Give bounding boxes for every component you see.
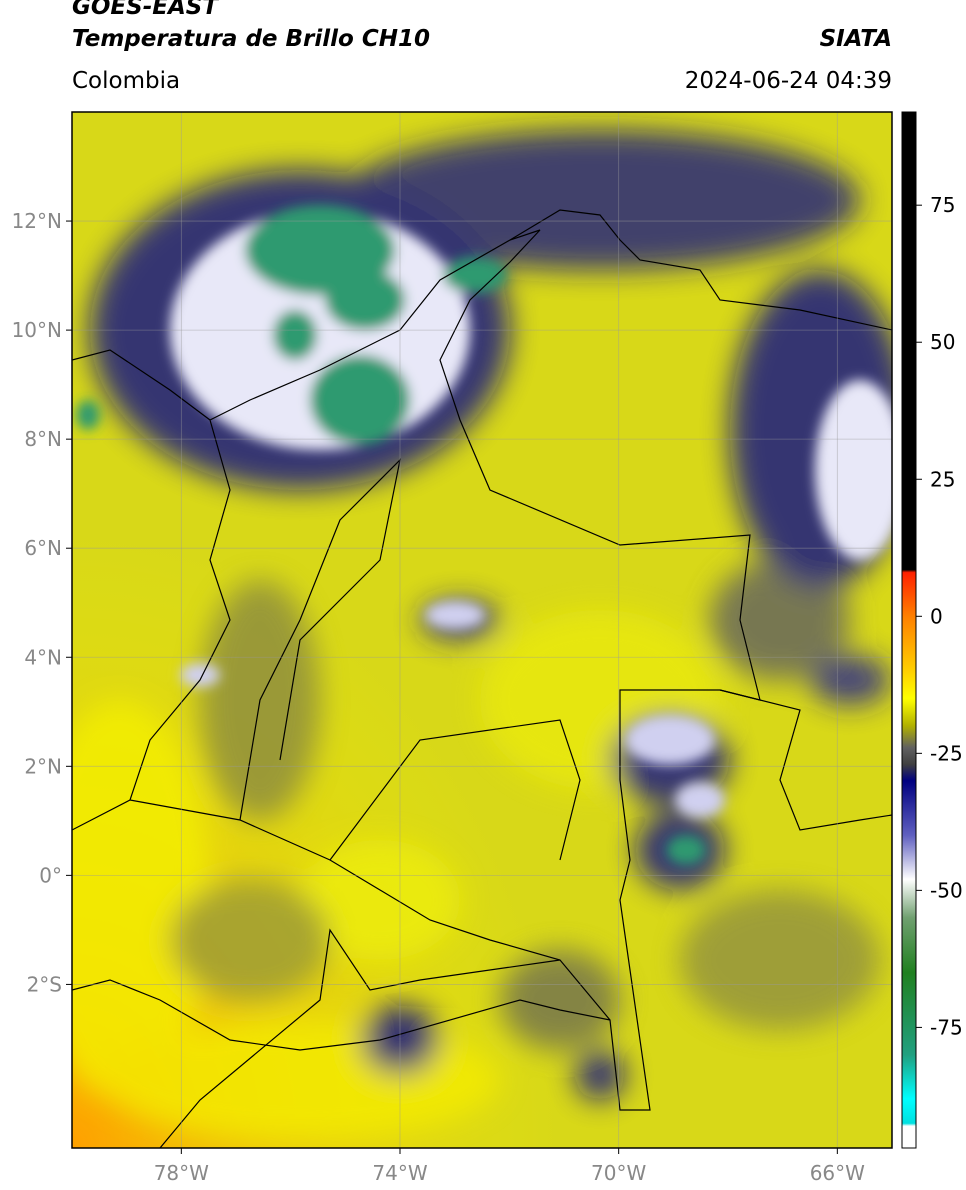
x-tick-label: 70°W bbox=[591, 1161, 646, 1185]
colorbar bbox=[901, 111, 917, 1149]
y-tick-label: 0° bbox=[39, 863, 62, 887]
satellite-image bbox=[72, 112, 892, 1148]
datetime: 2024-06-24 04:39 bbox=[685, 68, 892, 94]
colorbar-tick-label: 0 bbox=[930, 604, 943, 628]
source: SIATA bbox=[820, 26, 892, 52]
x-tick-label: 66°W bbox=[810, 1161, 865, 1185]
x-tick-label: 78°W bbox=[154, 1161, 209, 1185]
colorbar-tick-label: 25 bbox=[930, 467, 955, 491]
y-tick-label: 10°N bbox=[12, 318, 62, 342]
y-tick-label: 2°N bbox=[24, 754, 62, 778]
colorbar-tick-label: 75 bbox=[930, 193, 955, 217]
y-tick-label: 4°N bbox=[24, 645, 62, 669]
subtitle: Temperatura de Brillo CH10 bbox=[72, 26, 430, 52]
colorbar-tick-label: 50 bbox=[930, 330, 955, 354]
colorbar-tick-label: -75 bbox=[930, 1015, 963, 1039]
colorbar-tick-label: -25 bbox=[930, 741, 963, 765]
title: GOES-EAST bbox=[72, 0, 220, 20]
region: Colombia bbox=[72, 68, 180, 94]
y-tick-label: 6°N bbox=[24, 536, 62, 560]
x-tick-label: 74°W bbox=[372, 1161, 427, 1185]
y-tick-label: 2°S bbox=[27, 972, 62, 996]
y-tick-label: 8°N bbox=[24, 427, 62, 451]
map-frame bbox=[71, 111, 893, 1149]
colorbar-tick-label: -50 bbox=[930, 878, 963, 902]
y-tick-label: 12°N bbox=[12, 209, 62, 233]
grid bbox=[72, 112, 892, 1148]
